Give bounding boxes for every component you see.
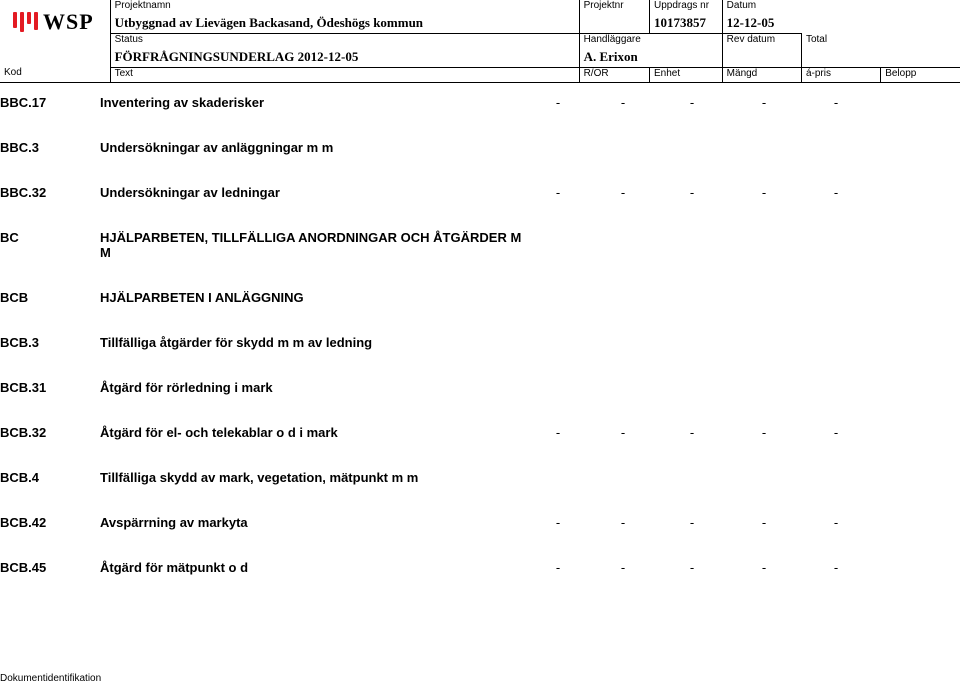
row-kod: BC [0,230,100,245]
table-row: BCB.4Tillfälliga skydd av mark, vegetati… [0,470,946,485]
table-row: BCHJÄLPARBETEN, TILLFÄLLIGA ANORDNINGAR … [0,230,946,260]
row-col-4: - [800,515,872,530]
val-projektnr [579,15,649,34]
row-text: Avspärrning av markyta [100,515,526,530]
row-col-1: - [590,185,656,200]
row-col-3: - [728,95,800,110]
row-col-0: - [526,425,590,440]
row-col-1: - [590,425,656,440]
doc-identification: Dokumentidentifikation [0,673,101,684]
row-col-2: - [656,185,728,200]
row-text: Tillfälliga skydd av mark, vegetation, m… [100,470,526,485]
row-kod: BBC.17 [0,95,100,110]
row-kod: BCB [0,290,100,305]
lbl-handlaggare: Handläggare [579,34,722,49]
row-col-0: - [526,95,590,110]
lbl-uppdragsnr: Uppdrags nr [650,0,723,15]
row-col-2: - [656,95,728,110]
row-col-2: - [656,560,728,575]
row-col-0: - [526,185,590,200]
val-total [801,49,960,68]
row-col-3: - [728,560,800,575]
col-mangd: Mängd [722,67,801,82]
row-col-1: - [590,560,656,575]
row-kod: BCB.45 [0,560,100,575]
row-kod: BBC.3 [0,140,100,155]
row-col-2: - [656,515,728,530]
row-text: Undersökningar av ledningar [100,185,526,200]
row-kod: BCB.4 [0,470,100,485]
row-kod: BCB.31 [0,380,100,395]
lbl-revdatum: Rev datum [722,34,801,49]
row-col-4: - [800,185,872,200]
row-text: Åtgärd för mätpunkt o d [100,560,526,575]
lbl-total: Total [801,34,960,49]
table-row: BCB.32Åtgärd för el- och telekablar o d … [0,425,946,440]
row-col-4: - [800,425,872,440]
table-row: BBC.3Undersökningar av anläggningar m m [0,140,946,155]
val-uppdragsnr: 10173857 [650,15,723,34]
page: WSP Projektnamn Projektnr Uppdrags nr Da… [0,0,960,686]
table-row: BBC.32Undersökningar av ledningar----- [0,185,946,200]
row-col-3: - [728,185,800,200]
col-ror: R/OR [579,67,649,82]
row-text: HJÄLPARBETEN I ANLÄGGNING [100,290,526,305]
row-kod: BCB.3 [0,335,100,350]
row-text: Åtgärd för el- och telekablar o d i mark [100,425,526,440]
row-text: HJÄLPARBETEN, TILLFÄLLIGA ANORDNINGAR OC… [100,230,526,260]
lbl-projektnamn: Projektnamn [110,0,579,15]
logo-text: WSP [43,9,94,35]
row-col-3: - [728,425,800,440]
table-row: BCBHJÄLPARBETEN I ANLÄGGNING [0,290,946,305]
logo-bars-icon [13,12,38,32]
row-col-0: - [526,515,590,530]
col-kod: Kod [0,67,110,82]
col-belopp: Belopp [881,67,960,82]
table-row: BCB.3Tillfälliga åtgärder för skydd m m … [0,335,946,350]
lbl-projektnr: Projektnr [579,0,649,15]
logo: WSP [13,12,94,32]
table-row: BCB.31Åtgärd för rörledning i mark [0,380,946,395]
row-col-1: - [590,515,656,530]
row-col-3: - [728,515,800,530]
row-text: Inventering av skaderisker [100,95,526,110]
row-text: Åtgärd för rörledning i mark [100,380,526,395]
body-rows: BBC.17Inventering av skaderisker-----BBC… [0,83,960,575]
table-row: BCB.42Avspärrning av markyta----- [0,515,946,530]
col-text: Text [110,67,579,82]
header: WSP Projektnamn Projektnr Uppdrags nr Da… [0,0,960,83]
col-enhet: Enhet [650,67,723,82]
row-kod: BCB.42 [0,515,100,530]
row-col-4: - [800,95,872,110]
val-status: FÖRFRÅGNINGSUNDERLAG 2012-12-05 [110,49,579,68]
row-text: Undersökningar av anläggningar m m [100,140,526,155]
val-handlaggare: A. Erixon [579,49,722,68]
col-apris: á-pris [801,67,880,82]
lbl-datum: Datum [722,0,801,15]
val-revdatum [722,49,801,68]
row-col-4: - [800,560,872,575]
table-row: BCB.45Åtgärd för mätpunkt o d----- [0,560,946,575]
header-table: Projektnamn Projektnr Uppdrags nr Datum … [0,0,960,83]
val-datum: 12-12-05 [722,15,801,34]
lbl-status: Status [110,34,579,49]
row-text: Tillfälliga åtgärder för skydd m m av le… [100,335,526,350]
row-kod: BBC.32 [0,185,100,200]
row-col-1: - [590,95,656,110]
val-projektnamn: Utbyggnad av Lievägen Backasand, Ödeshög… [110,15,579,34]
row-col-2: - [656,425,728,440]
table-row: BBC.17Inventering av skaderisker----- [0,95,946,110]
row-col-0: - [526,560,590,575]
row-kod: BCB.32 [0,425,100,440]
